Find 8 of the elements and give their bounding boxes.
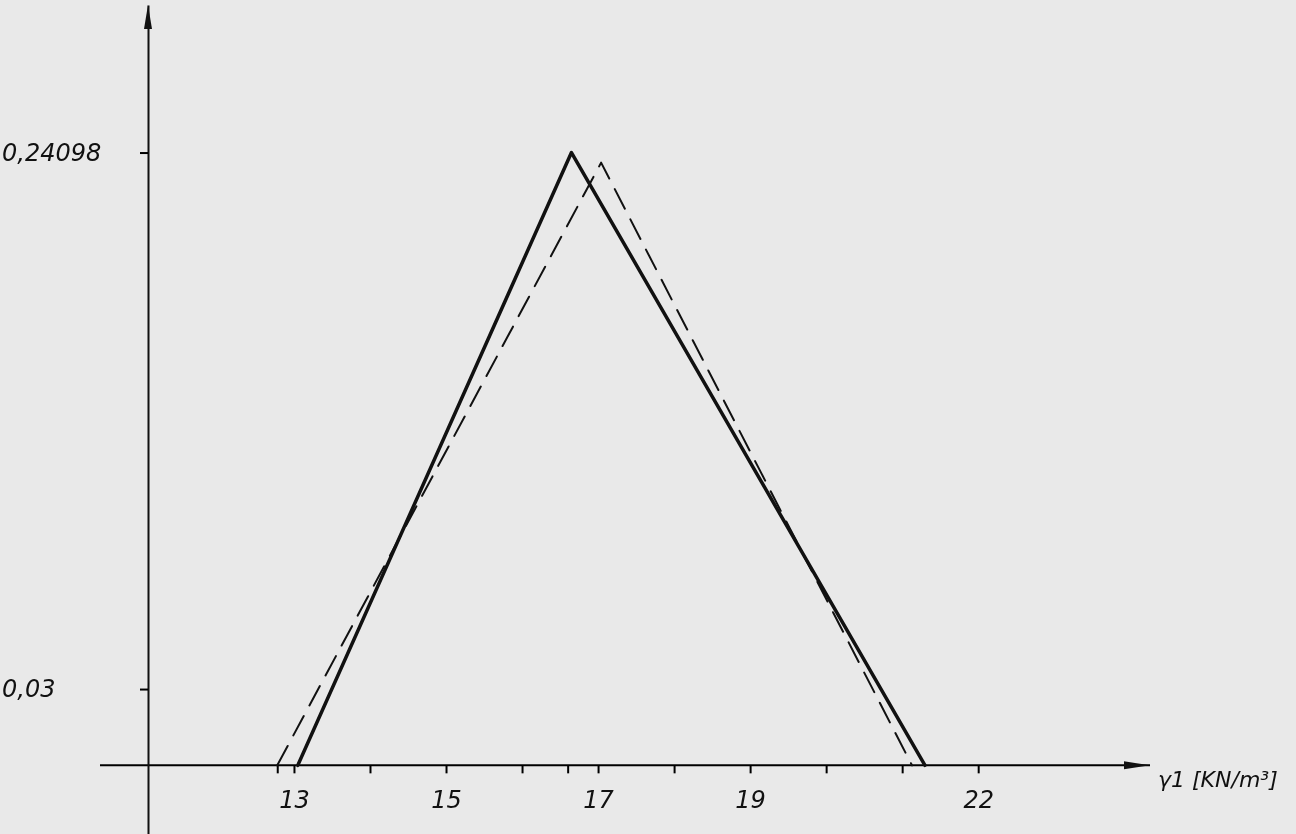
x-tick-label: 13: [279, 786, 310, 815]
x-axis-title: γ1 [KN/m³]: [1158, 767, 1278, 793]
x-tick-label: 22: [963, 786, 994, 815]
y-tick-label: 0,03: [2, 675, 56, 704]
x-tick-label: 19: [735, 786, 766, 815]
x-tick-label: 17: [583, 786, 615, 815]
x-tick-label: 15: [431, 786, 462, 815]
y-tick-label: 0,24098: [2, 138, 102, 167]
